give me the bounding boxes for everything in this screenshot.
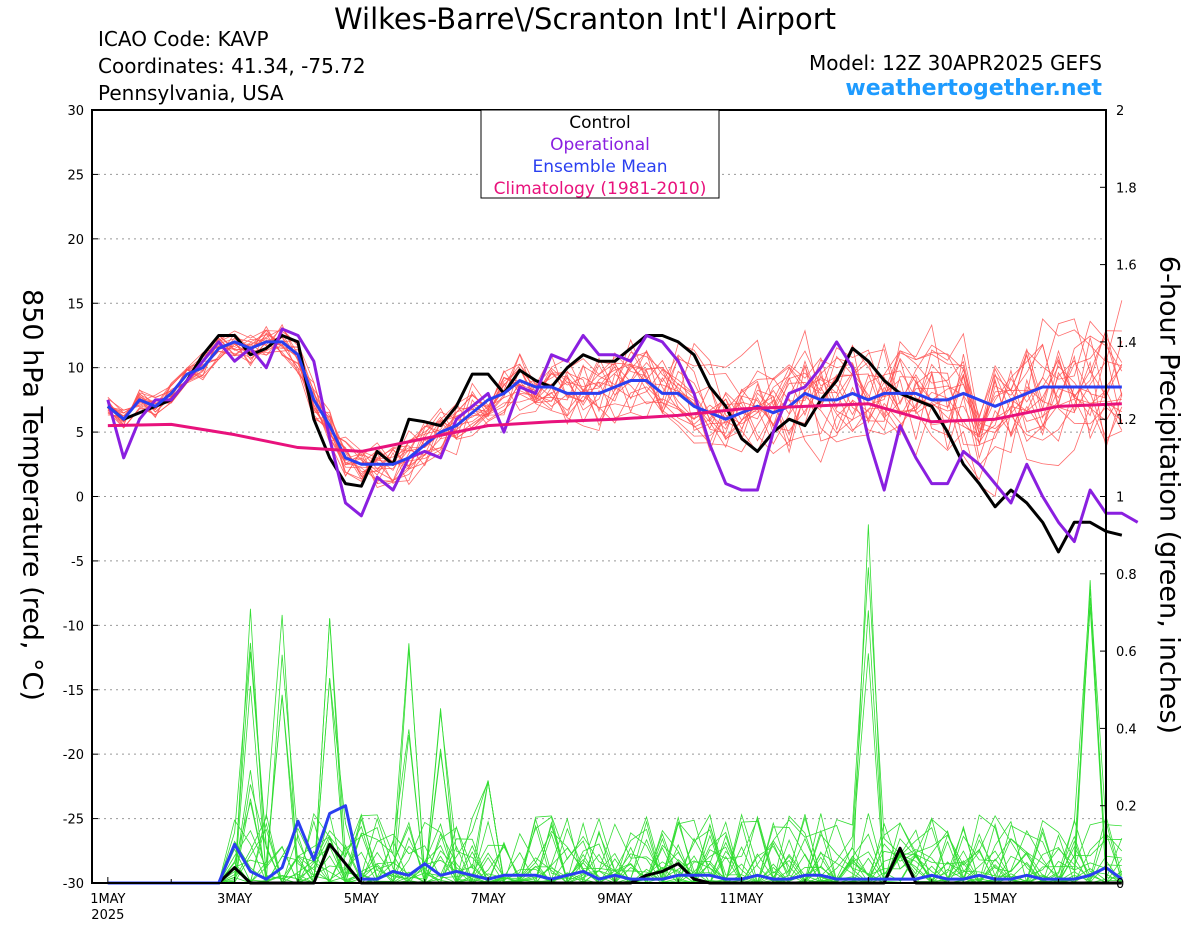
y-tick-label-right: 1.4 [1116, 336, 1137, 351]
x-tick-label: 15MAY [973, 892, 1017, 907]
y-tick-label-right: 0.4 [1116, 722, 1137, 737]
y-tick-label-right: 1.6 [1116, 259, 1137, 274]
member-precip-line [107, 606, 1122, 885]
member-temp-line [107, 330, 1123, 470]
y-axis-label-left: 850 hPa Temperature (red, °C) [16, 289, 48, 701]
y-axis-label-right: 6-hour Precipitation (green, inches) [1153, 255, 1185, 735]
x-tick-sublabel: 2025 [91, 908, 124, 923]
y-tick-label-left: 20 [67, 233, 84, 248]
series-temp-operational [106, 327, 1139, 544]
x-tick-label: 1MAY [90, 892, 125, 907]
y-tick-label-left: 10 [67, 362, 84, 377]
y-tick-label-left: 15 [67, 297, 84, 312]
x-tick-label: 11MAY [720, 892, 764, 907]
y-tick-label-left: -25 [63, 813, 84, 828]
series-temp-ensemble-mean [106, 340, 1122, 466]
y-tick-label-left: -30 [63, 877, 84, 892]
y-tick-label-left: 25 [67, 168, 84, 183]
y-tick-label-right: 2 [1116, 104, 1124, 119]
y-tick-label-left: 5 [76, 426, 84, 441]
y-tick-label-right: 1.2 [1116, 413, 1137, 428]
legend-entry: Climatology (1981-2010) [494, 179, 707, 199]
member-precip-line [107, 618, 1122, 884]
series-precip-ensemble-mean [107, 804, 1123, 885]
y-tick-label-left: -20 [63, 748, 84, 763]
legend-entry: Operational [550, 135, 650, 155]
x-tick-label: 9MAY [597, 892, 632, 907]
region: Pennsylvania, USA [98, 81, 284, 105]
y-tick-label-right: 1.8 [1116, 181, 1137, 196]
y-tick-label-left: -5 [71, 555, 84, 570]
member-temp-line [107, 318, 1122, 466]
member-precip-line [107, 614, 1123, 884]
y-tick-label-left: 0 [76, 491, 84, 506]
chart-title: Wilkes-Barre\/Scranton Int'l Airport [334, 2, 836, 36]
x-tick-label: 3MAY [217, 892, 252, 907]
y-tick-label-right: 0.2 [1116, 800, 1137, 815]
x-tick-label: 7MAY [470, 892, 505, 907]
y-tick-label-left: -10 [63, 619, 84, 634]
member-temp-line [107, 333, 1123, 465]
icao-code: ICAO Code: KAVP [98, 27, 269, 51]
legend-entry: Control [569, 113, 630, 133]
y-tick-label-left: 30 [67, 104, 84, 119]
y-tick-label-right: 1 [1116, 491, 1124, 506]
member-precip-line [107, 678, 1123, 884]
y-tick-label-left: -15 [63, 684, 84, 699]
x-tick-label: 5MAY [344, 892, 379, 907]
member-precip-line [107, 524, 1122, 884]
legend-entry: Ensemble Mean [532, 157, 667, 177]
series-temp-climatology-1981-2010- [107, 402, 1122, 453]
axes: 302520151050-5-10-15-20-25-3021.81.61.41… [63, 104, 1137, 923]
member-temp-line [107, 323, 1122, 478]
y-tick-label-right: 0.6 [1116, 645, 1137, 660]
model-run: Model: 12Z 30APR2025 GEFS [809, 51, 1102, 75]
site-link[interactable]: weathertogether.net [845, 76, 1102, 101]
x-tick-label: 13MAY [847, 892, 891, 907]
legend-box [480, 109, 720, 199]
member-temp-line [107, 339, 1123, 484]
grid-lines [92, 173, 1106, 820]
coordinates: Coordinates: 41.34, -75.72 [98, 54, 366, 78]
y-tick-label-right: 0 [1116, 877, 1124, 892]
y-tick-label-right: 0.8 [1116, 568, 1137, 583]
